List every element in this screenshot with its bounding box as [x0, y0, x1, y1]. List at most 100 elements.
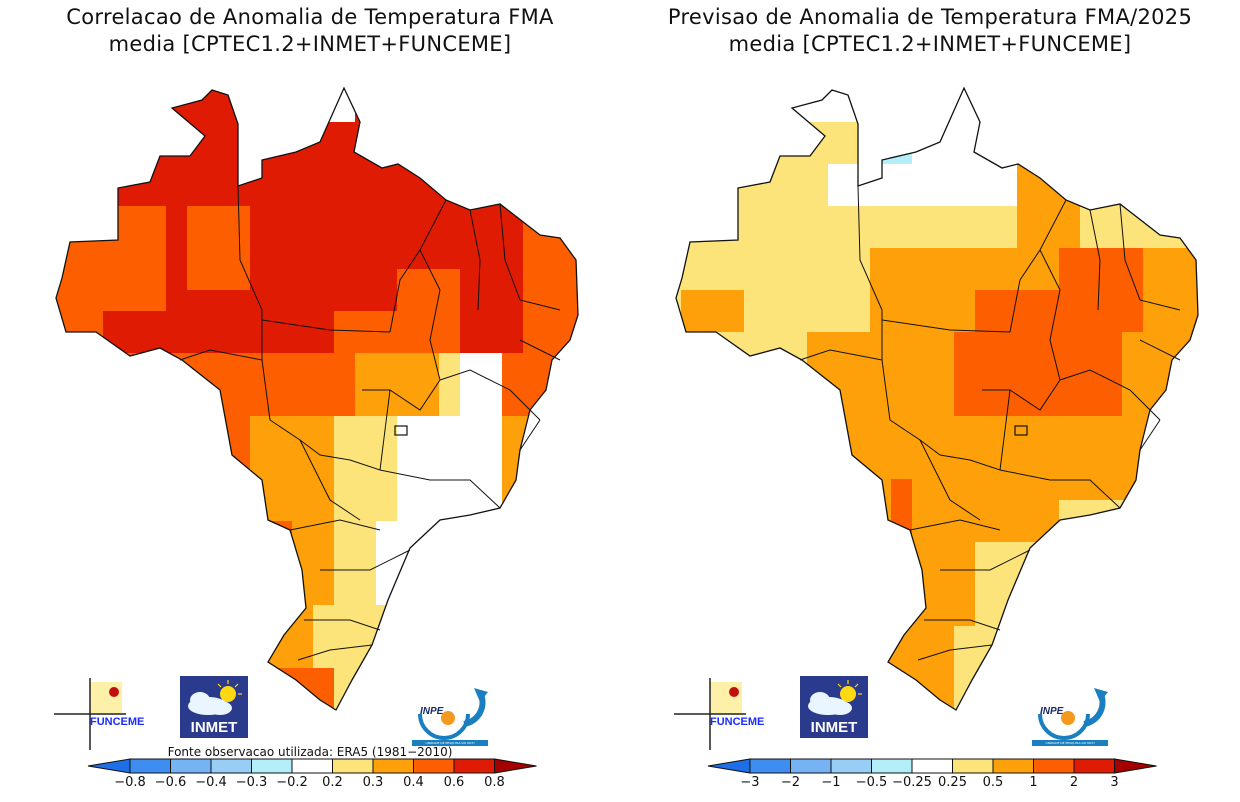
grid-cell	[523, 584, 545, 606]
funceme-mark-icon	[674, 678, 746, 750]
grid-cell	[723, 143, 745, 165]
grid-cell	[1080, 311, 1102, 333]
grid-cell	[870, 668, 892, 690]
grid-cell	[723, 479, 745, 501]
grid-cell	[586, 647, 608, 669]
grid-cell	[544, 710, 566, 720]
grid-cell	[849, 311, 871, 333]
grid-cell	[1059, 206, 1081, 228]
colorbar-swatch	[911, 758, 953, 774]
grid-cell	[702, 269, 724, 291]
grid-cell	[1059, 332, 1081, 354]
grid-cell	[954, 122, 976, 144]
grid-cell	[82, 563, 104, 585]
grid-cell	[523, 542, 545, 564]
grid-cell	[870, 542, 892, 564]
funceme-logo: FUNCEME	[54, 678, 144, 750]
grid-cell	[523, 311, 545, 333]
grid-cell	[1038, 164, 1060, 186]
grid-cell	[208, 626, 230, 648]
grid-cell	[355, 521, 377, 543]
grid-cell	[292, 332, 314, 354]
grid-cell	[61, 395, 83, 417]
grid-cell	[912, 332, 934, 354]
grid-cell	[933, 374, 955, 396]
grid-cell	[1059, 353, 1081, 375]
grid-cell	[292, 647, 314, 669]
grid-cell	[208, 206, 230, 228]
grid-cell	[313, 143, 335, 165]
grid-cell	[1164, 689, 1186, 710]
grid-cell	[334, 248, 356, 270]
grid-cell	[891, 185, 913, 207]
grid-cell	[765, 206, 787, 228]
grid-cell	[912, 164, 934, 186]
grid-cell	[1080, 164, 1102, 186]
grid-cell	[397, 458, 419, 480]
grid-cell	[702, 311, 724, 333]
grid-cell	[1017, 206, 1039, 228]
grid-cell	[124, 101, 146, 123]
grid-cell	[702, 647, 724, 669]
grid-cell	[187, 521, 209, 543]
grid-cell	[828, 101, 850, 123]
grid-cell	[765, 227, 787, 249]
grid-cell	[124, 647, 146, 669]
grid-cell	[723, 605, 745, 627]
grid-cell	[1017, 311, 1039, 333]
grid-cell	[681, 479, 703, 501]
grid-cell	[1185, 668, 1198, 690]
grid-cell	[271, 542, 293, 564]
grid-cell	[355, 206, 377, 228]
grid-cell	[397, 353, 419, 375]
grid-cell	[355, 290, 377, 312]
grid-cell	[523, 248, 545, 270]
grid-cell	[1185, 626, 1198, 648]
grid-cell	[166, 122, 188, 144]
grid-cell	[103, 290, 125, 312]
grid-cell	[586, 206, 608, 228]
grid-cell	[544, 185, 566, 207]
grid-cell	[849, 185, 871, 207]
grid-cell	[250, 101, 272, 123]
grid-cell	[313, 542, 335, 564]
grid-cell	[523, 521, 545, 543]
grid-cell	[565, 563, 578, 585]
grid-cell	[56, 290, 62, 312]
grid-cell	[586, 311, 608, 333]
grid-cell	[786, 647, 808, 669]
grid-cell	[1080, 185, 1102, 207]
grid-cell	[313, 584, 335, 606]
grid-cell	[544, 521, 566, 543]
grid-cell	[481, 143, 503, 165]
grid-cell	[1080, 206, 1102, 228]
forecast-map	[675, 86, 1199, 711]
grid-cell	[828, 605, 850, 627]
grid-cell	[481, 122, 503, 144]
grid-cell	[292, 164, 314, 186]
grid-cell	[912, 248, 934, 270]
grid-cell	[996, 521, 1018, 543]
grid-cell	[460, 185, 482, 207]
grid-cell	[145, 416, 167, 438]
grid-cell	[1164, 290, 1186, 312]
grid-cell	[502, 458, 524, 480]
grid-cell	[807, 164, 829, 186]
inpe-mark-icon: INPE	[418, 688, 488, 740]
grid-cell	[870, 584, 892, 606]
grid-cell	[439, 479, 461, 501]
grid-cell	[676, 500, 682, 522]
grid-cell	[891, 332, 913, 354]
grid-cell	[61, 374, 83, 396]
grid-cell	[481, 563, 503, 585]
grid-cell	[1080, 500, 1102, 522]
grid-cell	[502, 88, 524, 102]
grid-cell	[397, 626, 419, 648]
grid-cell	[681, 437, 703, 459]
grid-cell	[996, 290, 1018, 312]
grid-cell	[82, 122, 104, 144]
grid-cell	[954, 332, 976, 354]
grid-cell	[250, 143, 272, 165]
grid-cell	[460, 143, 482, 165]
grid-cell	[208, 374, 230, 396]
